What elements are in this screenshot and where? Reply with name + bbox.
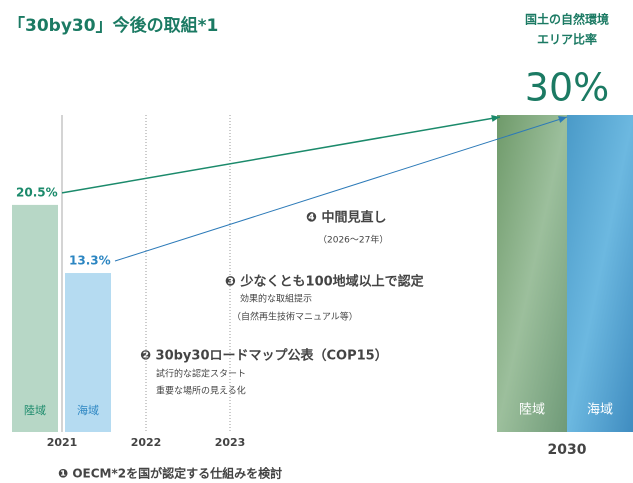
panel-label: 陸域 xyxy=(519,402,545,418)
milestone-note: （自然再生技術マニュアル等） xyxy=(232,311,358,323)
arrow xyxy=(114,116,568,262)
milestone-note: （2026〜27年） xyxy=(318,234,388,246)
bar-name: 海域 xyxy=(77,403,99,417)
target-value: 30% xyxy=(525,66,609,110)
bar xyxy=(65,273,111,432)
footnote: ❶ OECM*2を国が認定する仕組みを検討 xyxy=(58,466,282,481)
x-tick-label: 2022 xyxy=(131,436,162,449)
target-label: 国土の自然環境 xyxy=(525,12,609,27)
milestone-note: 試行的な認定スタート xyxy=(156,368,246,380)
bar xyxy=(12,204,58,432)
data-label: 20.5% xyxy=(16,185,58,199)
x-tick-label: 2021 xyxy=(47,436,78,449)
target-panel xyxy=(567,115,633,432)
milestone-note: 効果的な取組提示 xyxy=(240,293,312,305)
target-panel xyxy=(497,115,567,432)
x-tick-label: 2030 xyxy=(548,442,587,458)
bar-name: 陸域 xyxy=(24,404,46,417)
x-tick-label: 2023 xyxy=(215,436,246,449)
arrow-head xyxy=(491,114,500,122)
milestone-note: 重要な場所の見える化 xyxy=(156,385,246,397)
milestone-title: ❹ 中間見直し xyxy=(306,210,387,226)
chart-title: 「30by30」今後の取組*1 xyxy=(8,15,218,36)
arrow xyxy=(61,116,501,194)
panel-label: 海域 xyxy=(587,403,613,418)
milestone-title: ❸ 少なくとも100地域以上で認定 xyxy=(225,274,424,290)
milestone-title: ❷ 30by30ロードマップ公表（COP15） xyxy=(140,348,388,364)
target-label: エリア比率 xyxy=(537,32,597,47)
arrow-head xyxy=(558,116,567,123)
data-label: 13.3% xyxy=(69,254,111,268)
